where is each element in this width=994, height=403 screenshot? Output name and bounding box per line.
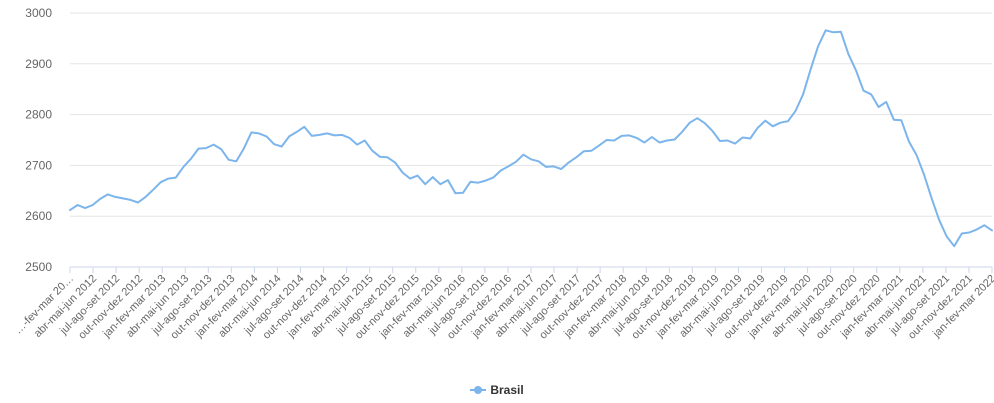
legend-label: Brasil bbox=[490, 383, 524, 397]
y-tick-label: 2700 bbox=[25, 158, 52, 172]
y-tick-label: 3000 bbox=[25, 6, 52, 20]
x-axis-ticks bbox=[69, 267, 993, 273]
x-axis-labels: …-fev-mar 20…abr-mai-jun 2012jul-ago-set… bbox=[12, 273, 994, 342]
y-tick-label: 2800 bbox=[25, 108, 52, 122]
legend: Brasil bbox=[0, 383, 994, 399]
y-axis-labels: 2500 2600 2700 2800 2900 3000 bbox=[25, 6, 52, 274]
y-tick-label: 2600 bbox=[25, 209, 52, 223]
grid-lines bbox=[70, 12, 992, 268]
legend-item-brasil[interactable]: Brasil bbox=[470, 383, 524, 397]
y-tick-label: 2500 bbox=[25, 260, 52, 274]
series-line-brasil[interactable] bbox=[69, 29, 993, 248]
line-chart: 2500 2600 2700 2800 2900 3000 …-fev-mar 20…ab… bbox=[12, 6, 994, 342]
legend-marker-icon bbox=[470, 384, 487, 396]
y-tick-label: 2900 bbox=[25, 57, 52, 71]
